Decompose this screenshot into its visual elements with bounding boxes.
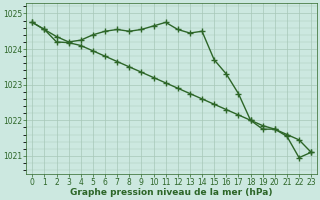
X-axis label: Graphe pression niveau de la mer (hPa): Graphe pression niveau de la mer (hPa)	[70, 188, 273, 197]
